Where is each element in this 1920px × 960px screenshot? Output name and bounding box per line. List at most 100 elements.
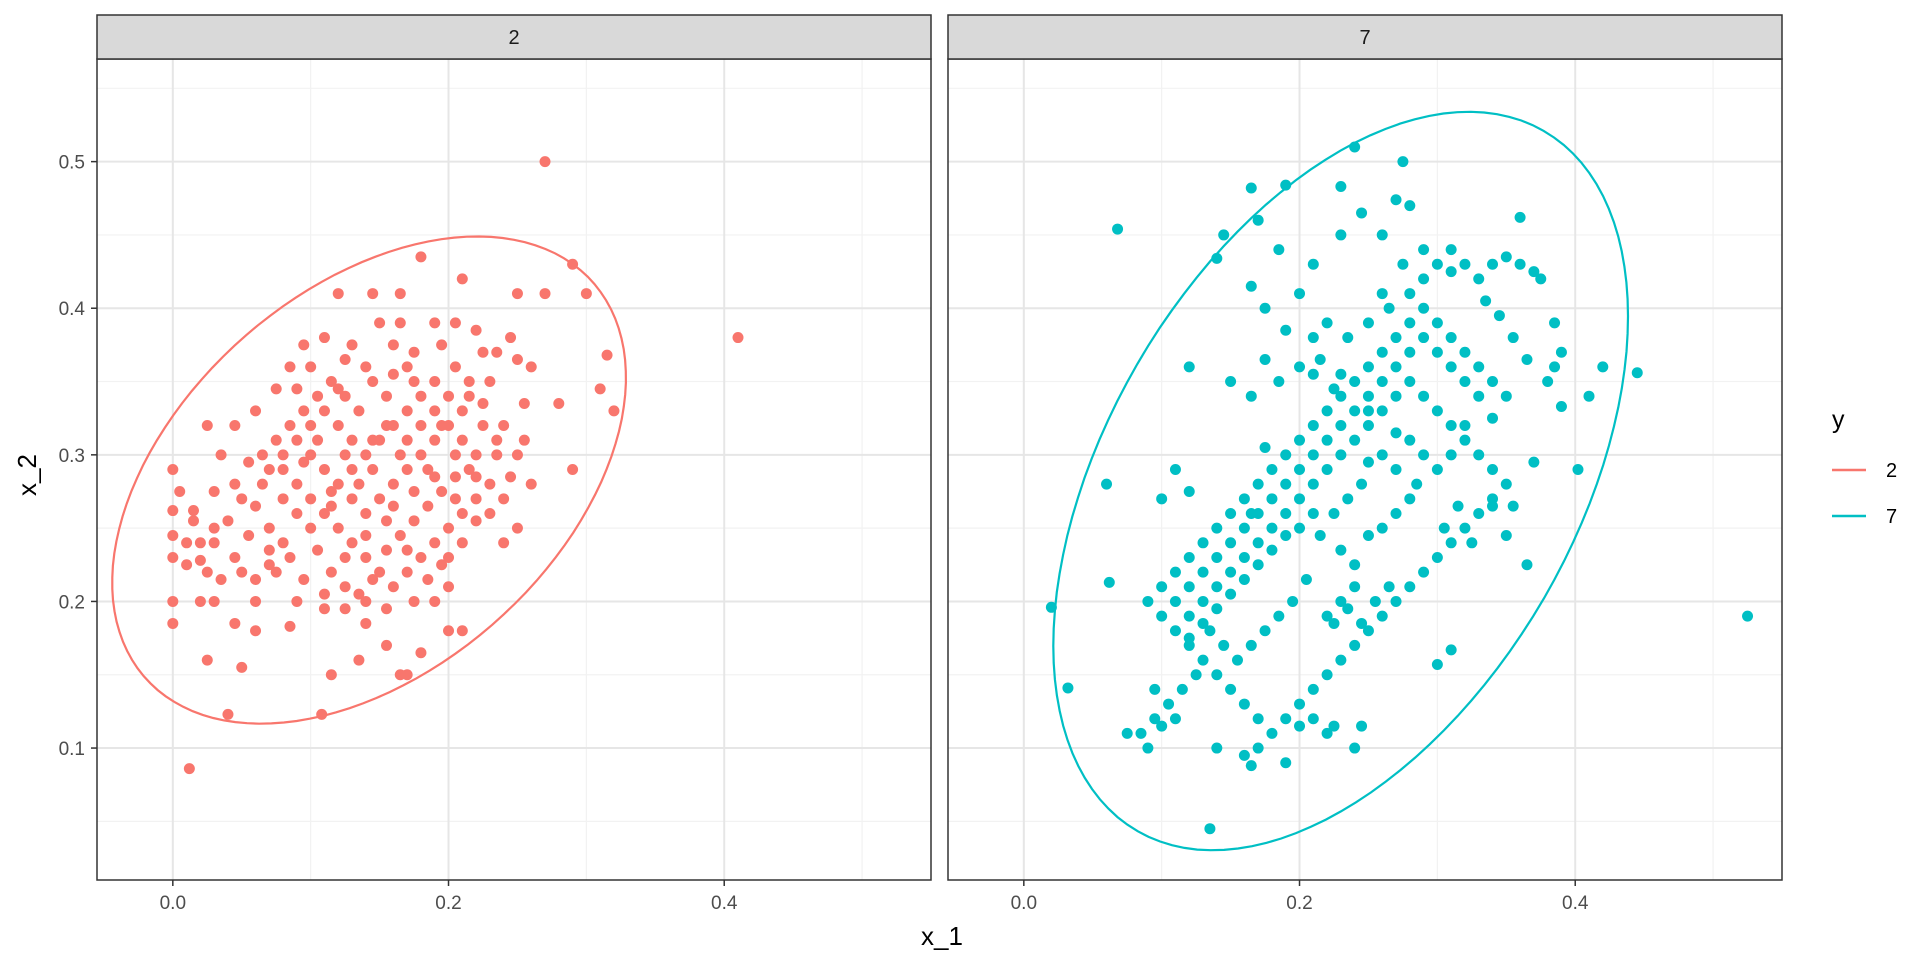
data-point <box>305 522 317 534</box>
data-point <box>1397 258 1409 270</box>
legend-title: y <box>1832 406 1845 434</box>
data-point <box>256 478 268 490</box>
facet-strip <box>947 14 1783 60</box>
panel-border <box>96 58 932 881</box>
data-point <box>1335 420 1347 432</box>
data-point <box>1280 757 1292 769</box>
data-point <box>1500 251 1512 263</box>
grid <box>948 59 1782 880</box>
data-point <box>470 471 482 483</box>
data-point <box>291 478 303 490</box>
data-point <box>181 559 193 571</box>
data-point <box>505 332 517 344</box>
data-point <box>608 405 620 417</box>
data-point <box>484 507 496 519</box>
data-point <box>1500 390 1512 402</box>
data-point <box>1335 181 1347 193</box>
data-point <box>1238 522 1250 534</box>
data-point <box>325 500 337 512</box>
data-point <box>1542 376 1554 388</box>
data-point <box>1112 223 1124 235</box>
data-point <box>1418 244 1430 256</box>
data-point <box>263 559 275 571</box>
data-point <box>1390 194 1402 206</box>
data-point <box>449 449 461 461</box>
data-point <box>436 339 448 351</box>
data-point <box>1487 464 1499 475</box>
data-point <box>291 383 303 395</box>
data-point <box>1314 529 1326 541</box>
data-point <box>401 566 413 578</box>
data-point <box>229 617 241 629</box>
data-point <box>415 551 427 563</box>
data-point <box>401 464 413 475</box>
data-point <box>1280 529 1292 541</box>
data-point <box>1335 654 1347 666</box>
data-point <box>429 595 441 607</box>
legend-label: 2 <box>1886 460 1897 482</box>
data-point <box>360 361 372 373</box>
data-point <box>1376 288 1388 300</box>
x-tick-label: 0.4 <box>711 893 738 914</box>
data-point <box>1500 478 1512 490</box>
data-point <box>236 566 248 578</box>
data-point <box>1445 266 1457 278</box>
data-point <box>250 625 262 637</box>
data-point <box>456 507 468 519</box>
data-point <box>456 434 468 446</box>
data-point <box>1583 390 1595 402</box>
data-point <box>408 485 420 497</box>
data-point <box>1245 182 1257 194</box>
data-point <box>567 258 579 270</box>
data-point <box>539 288 551 300</box>
data-point <box>1535 273 1547 285</box>
data-point <box>201 654 213 666</box>
data-point <box>1362 405 1374 417</box>
data-point <box>1597 361 1609 373</box>
data-point <box>1335 390 1347 402</box>
data-point <box>187 515 199 527</box>
data-point <box>1211 551 1223 563</box>
data-point <box>443 390 455 402</box>
data-point <box>1473 361 1485 373</box>
data-point <box>491 434 503 446</box>
data-point <box>415 420 427 432</box>
data-point <box>1362 420 1374 432</box>
data-point <box>1369 595 1381 607</box>
data-point <box>1445 244 1457 256</box>
facet-panel-7: 7 <box>947 14 1783 881</box>
data-point <box>1294 434 1306 446</box>
data-point <box>1390 390 1402 402</box>
x-axis-title: x_1 <box>921 921 963 951</box>
data-point <box>443 581 455 593</box>
data-point <box>1307 449 1319 461</box>
data-point <box>250 595 262 607</box>
data-point <box>277 537 289 549</box>
data-point <box>477 398 489 410</box>
data-point <box>1211 581 1223 593</box>
data-point <box>367 573 379 585</box>
data-point <box>1349 141 1361 153</box>
data-point <box>1197 617 1209 629</box>
data-point <box>1335 229 1347 241</box>
data-point <box>1259 302 1271 314</box>
data-point <box>1183 581 1195 593</box>
data-point <box>1314 354 1326 366</box>
data-point <box>429 471 441 483</box>
data-point <box>1273 376 1285 388</box>
data-point <box>270 434 282 446</box>
data-point <box>1418 302 1430 314</box>
data-point <box>1473 507 1485 519</box>
data-point <box>498 493 510 505</box>
data-point <box>339 354 351 366</box>
data-point <box>1062 682 1074 694</box>
data-point <box>1521 559 1533 571</box>
data-point <box>1404 288 1416 300</box>
data-point <box>277 449 289 461</box>
data-point <box>1197 566 1209 578</box>
data-point <box>456 273 468 285</box>
data-point <box>1294 522 1306 534</box>
data-point <box>353 405 365 417</box>
data-point <box>339 449 351 461</box>
data-point <box>1225 507 1237 519</box>
